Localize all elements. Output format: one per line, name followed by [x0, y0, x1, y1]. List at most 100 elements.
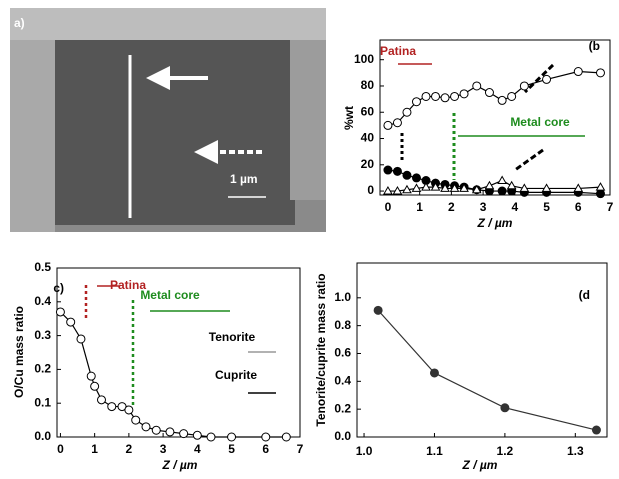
point: [430, 369, 438, 377]
x-tick-label: 2: [448, 200, 455, 214]
y-tick-label: 60: [361, 104, 375, 118]
annotation: Tenorite: [209, 330, 256, 344]
point: [501, 404, 509, 412]
point: [403, 108, 411, 116]
y-tick-label: 0.4: [34, 294, 51, 308]
y-tick-label: 40: [361, 131, 375, 145]
x-tick-label: 6: [262, 442, 269, 456]
point: [87, 372, 95, 380]
point: [132, 416, 140, 424]
point: [412, 174, 420, 182]
point: [596, 183, 604, 190]
point: [520, 82, 528, 90]
point: [508, 182, 516, 189]
point: [498, 187, 506, 195]
chart: [357, 263, 607, 437]
y-tick-label: 0.5: [34, 260, 51, 274]
point: [384, 121, 392, 129]
point: [508, 92, 516, 100]
x-tick-label: 5: [543, 200, 550, 214]
chart: [380, 40, 610, 195]
x-tick-label: 1.0: [356, 444, 373, 458]
point: [67, 318, 75, 326]
x-tick-label: 6: [575, 200, 582, 214]
y-tick-label: 20: [361, 157, 375, 171]
x-tick-label: 2: [126, 442, 133, 456]
point: [142, 423, 150, 431]
point: [193, 431, 201, 439]
point: [498, 177, 506, 184]
y-tick-label: 100: [354, 52, 374, 66]
scale-label: 1 µm: [230, 172, 258, 186]
figure: a) 1 µm 01234567020406080100(bZ / µm%wtP…: [0, 0, 619, 479]
point: [596, 190, 604, 198]
point: [180, 430, 188, 438]
point: [403, 171, 411, 179]
y-tick-label: 0.3: [34, 328, 51, 342]
x-tick-label: 3: [160, 442, 167, 456]
x-tick-label: 1: [91, 442, 98, 456]
x-axis-label: Z / µm: [162, 458, 198, 472]
y-axis-label: O/Cu mass ratio: [12, 306, 26, 398]
point: [473, 82, 481, 90]
series-line: [378, 310, 596, 430]
x-tick-label: 4: [194, 442, 201, 456]
point: [207, 433, 215, 441]
point: [441, 94, 449, 102]
point: [77, 335, 85, 343]
y-tick-label: 0.2: [34, 362, 51, 376]
y-axis-label: %wt: [342, 106, 356, 130]
x-axis-label: Z / µm: [462, 458, 498, 472]
x-tick-label: 1.3: [567, 444, 584, 458]
sem-image: a) 1 µm: [10, 8, 326, 232]
point: [485, 182, 493, 189]
panel-label: c): [53, 281, 64, 295]
y-tick-label: 0: [367, 183, 374, 197]
y-tick-label: 0.2: [334, 401, 351, 415]
arrow: [515, 150, 543, 170]
x-tick-label: 0: [385, 200, 392, 214]
point: [543, 75, 551, 83]
y-tick-label: 0.8: [334, 318, 351, 332]
point: [152, 426, 160, 434]
point: [596, 69, 604, 77]
point: [498, 96, 506, 104]
point: [91, 382, 99, 390]
x-tick-label: 7: [607, 200, 614, 214]
point: [125, 406, 133, 414]
panel-label: (d: [579, 288, 590, 302]
x-tick-label: 1.2: [497, 444, 514, 458]
x-tick-label: 0: [57, 442, 64, 456]
point: [460, 90, 468, 98]
y-tick-label: 0.0: [334, 429, 351, 443]
annotation: Metal core: [140, 288, 200, 302]
point: [262, 433, 270, 441]
y-tick-label: 0.0: [34, 429, 51, 443]
point: [393, 119, 401, 127]
x-tick-label: 1: [416, 200, 423, 214]
y-tick-label: 80: [361, 78, 375, 92]
panel-label: (b: [589, 39, 600, 53]
point: [97, 396, 105, 404]
point: [56, 308, 64, 316]
point: [412, 98, 420, 106]
point: [393, 167, 401, 175]
y-tick-label: 0.1: [34, 395, 51, 409]
point: [108, 403, 116, 411]
y-tick-label: 0.6: [334, 346, 351, 360]
point: [384, 166, 392, 174]
annotation: Patina: [380, 44, 416, 58]
x-tick-label: 5: [228, 442, 235, 456]
annotation: Metal core: [510, 115, 570, 129]
point: [282, 433, 290, 441]
point: [422, 92, 430, 100]
point: [592, 426, 600, 434]
y-tick-label: 0.4: [334, 373, 351, 387]
x-tick-label: 4: [511, 200, 518, 214]
panel-label: a): [14, 16, 25, 30]
y-tick-label: 1.0: [334, 290, 351, 304]
point: [574, 68, 582, 76]
point: [432, 92, 440, 100]
annotation: Cuprite: [215, 368, 257, 382]
point: [485, 89, 493, 97]
